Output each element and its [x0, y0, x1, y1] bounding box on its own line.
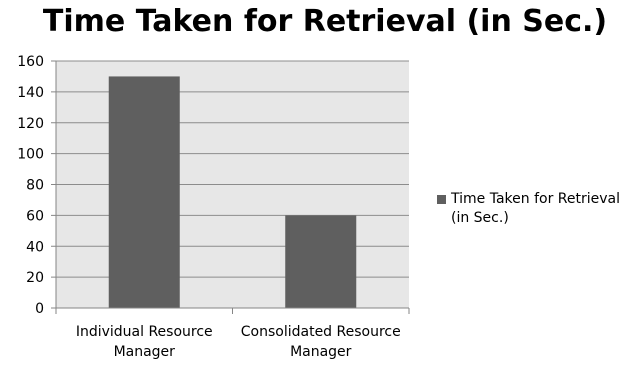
- y-tick-label: 0: [35, 301, 44, 317]
- bar: [108, 76, 180, 308]
- x-tick-label-line: Manager: [290, 344, 352, 360]
- bar: [285, 215, 357, 308]
- y-tick-label: 140: [17, 85, 44, 101]
- legend-swatch: [437, 195, 446, 204]
- legend-label: Time Taken for Retrieval (in Sec.): [451, 191, 620, 226]
- x-tick-label-line: Consolidated Resource: [241, 324, 401, 340]
- x-tick-label: Consolidated Resource Manager: [241, 324, 401, 360]
- y-tick-label: 60: [26, 208, 44, 224]
- y-tick-label: 160: [17, 54, 44, 70]
- bars: [108, 76, 357, 308]
- y-axis-ticks: 0 20 40 60 80 100 120 140 160: [17, 54, 56, 317]
- y-tick-label: 100: [17, 147, 44, 163]
- y-tick-label: 80: [26, 178, 44, 194]
- x-tick-label-line: Individual Resource: [76, 324, 213, 340]
- y-tick-label: 20: [26, 270, 44, 286]
- y-tick-label: 40: [26, 239, 44, 255]
- x-tick-label-line: Manager: [114, 344, 176, 360]
- y-tick-label: 120: [17, 116, 44, 132]
- chart-title: Time Taken for Retrieval (in Sec.): [42, 4, 608, 39]
- x-tick-label: Individual Resource Manager: [76, 324, 213, 360]
